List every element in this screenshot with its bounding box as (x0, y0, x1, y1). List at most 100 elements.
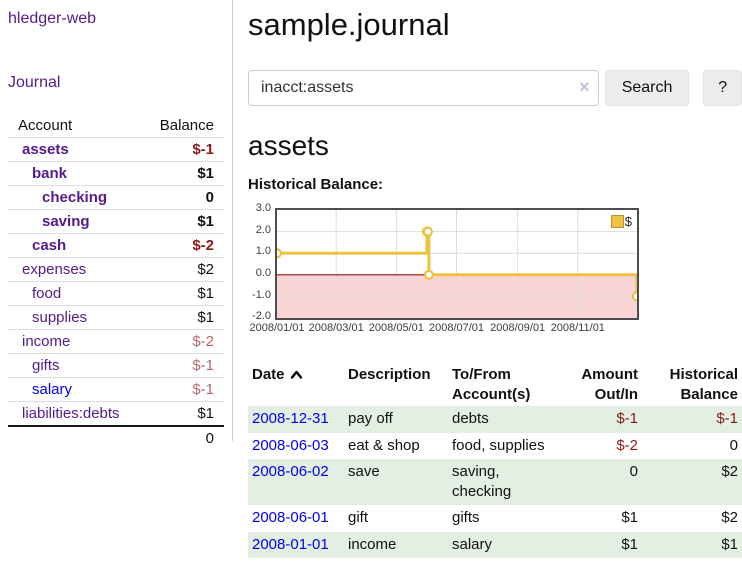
account-link-food[interactable]: food (32, 285, 62, 302)
chart-legend: $ (610, 214, 632, 230)
transaction-date-link[interactable]: 2008-01-01 (252, 535, 329, 553)
transaction-balance: $-1 (642, 406, 742, 433)
account-row-salary: salary $-1 (8, 377, 224, 402)
account-row-cash: cash $-2 (8, 233, 224, 258)
account-row-expenses: expenses $2 (8, 257, 224, 282)
account-link-saving[interactable]: saving (42, 213, 90, 230)
transaction-accounts: saving, checking (448, 458, 564, 506)
y-axis-tick: 3.0 (255, 202, 271, 215)
register-header-amount: Amount Out/In (581, 366, 638, 403)
transaction-balance: $2 (721, 509, 738, 527)
register-row: 2008-01-01 income salary $1 $1 (248, 531, 742, 558)
y-axis-tick: -2.0 (252, 310, 271, 323)
transaction-date-link[interactable]: 2008-12-31 (252, 410, 329, 428)
account-row-assets: assets $-1 (8, 137, 224, 162)
account-link-cash[interactable]: cash (32, 237, 67, 254)
transaction-description: save (344, 458, 448, 506)
help-button[interactable]: ? (703, 70, 742, 107)
register-header-date[interactable]: Date (248, 363, 344, 406)
account-row-supplies: supplies $1 (8, 305, 224, 330)
transaction-amount: 0 (564, 458, 642, 506)
transaction-accounts: gifts (452, 509, 480, 527)
legend-label: $ (624, 214, 632, 230)
account-balance: $-2 (137, 233, 224, 258)
transaction-accounts: salary (448, 531, 564, 558)
account-balance: $2 (137, 257, 224, 282)
account-link-salary[interactable]: salary (32, 381, 73, 398)
account-link-expenses[interactable]: expenses (22, 261, 87, 278)
transaction-description: income (344, 531, 448, 558)
chart-canvas (277, 210, 637, 319)
x-axis-tick: 2008/11/01 (550, 322, 605, 335)
transaction-description: pay off (344, 406, 448, 433)
accounts-header-row: Account Balance (8, 114, 224, 138)
transaction-date-link[interactable]: 2008-06-03 (252, 436, 329, 454)
register-row: 2008-12-31 pay off debts $-1 $-1 (248, 406, 742, 433)
search-button[interactable]: Search (604, 70, 690, 107)
transaction-description: gift (348, 509, 369, 527)
account-balance: $-1 (137, 137, 224, 162)
register-header-accounts: To/From Account(s) (452, 366, 531, 403)
account-link-supplies[interactable]: supplies (32, 309, 88, 326)
historical-balance-chart: 3.0 2.0 1.0 0.0 -1.0 -2.0 $ 2008/01/01 2… (248, 202, 742, 337)
transaction-amount: $-1 (564, 406, 642, 433)
x-axis-tick: 2008/09/01 (490, 322, 546, 335)
register-header-row: Date Description To/From Account(s) Amou… (248, 363, 742, 406)
account-link-checking[interactable]: checking (42, 189, 108, 206)
account-link-bank[interactable]: bank (32, 165, 68, 182)
account-row-checking: checking 0 (8, 185, 224, 210)
legend-color-swatch (610, 215, 624, 229)
y-axis-tick: -1.0 (252, 288, 271, 301)
account-balance: 0 (137, 185, 224, 210)
transaction-amount: $1 (621, 509, 638, 527)
y-axis-tick: 0.0 (255, 267, 271, 280)
register-row: 2008-06-01 gift gifts $1 $2 (248, 505, 742, 531)
account-balance: $-1 (137, 377, 224, 402)
transaction-amount: $-2 (616, 436, 638, 454)
sidebar-item-journal[interactable]: Journal (8, 74, 61, 91)
accounts-header-account: Account (18, 117, 73, 134)
register-row: 2008-06-03 eat & shop food, supplies $-2… (248, 433, 742, 459)
transaction-date-link[interactable]: 2008-06-02 (252, 462, 329, 480)
register-table: Date Description To/From Account(s) Amou… (248, 363, 742, 558)
accounts-total: 0 (137, 425, 224, 450)
account-balance: $-2 (137, 329, 224, 354)
transaction-accounts: debts (448, 406, 564, 433)
transaction-balance: $1 (642, 531, 742, 558)
account-link-assets[interactable]: assets (22, 141, 69, 158)
register-row: 2008-06-02 save saving, checking 0 $2 (248, 458, 742, 506)
y-axis-tick: 2.0 (255, 223, 271, 236)
y-axis-tick: 1.0 (255, 245, 271, 258)
page-title: sample.journal (248, 7, 450, 42)
sidebar: hledger-web Journal Account Balance asse… (0, 0, 233, 450)
account-link-gifts[interactable]: gifts (32, 357, 60, 374)
x-axis-tick: 2008/07/01 (428, 322, 485, 335)
search-form: × Search ? (248, 70, 742, 107)
transaction-balance: 0 (729, 436, 738, 454)
account-balance: $1 (137, 401, 224, 426)
register-header-description: Description (348, 366, 431, 384)
account-row-food: food $1 (8, 281, 224, 306)
chart-title: Historical Balance: (248, 176, 384, 194)
x-axis-tick: 2008/01/01 (249, 322, 305, 335)
account-row-saving: saving $1 (8, 209, 224, 234)
account-row-bank: bank $1 (8, 161, 224, 186)
accounts-total-row: 0 (8, 425, 224, 450)
x-axis-tick: 2008/05/01 (368, 322, 424, 335)
transaction-date-link[interactable]: 2008-06-01 (252, 509, 329, 527)
account-row-income: income $-2 (8, 329, 224, 354)
account-balance: $1 (137, 281, 224, 306)
search-input[interactable] (248, 70, 599, 107)
account-link-liabilities-debts[interactable]: liabilities:debts (22, 405, 120, 422)
transaction-accounts: food, supplies (452, 436, 545, 454)
accounts-table: Account Balance assets $-1 bank $1 check… (8, 114, 224, 450)
transaction-amount: $1 (564, 531, 642, 558)
accounts-header-balance: Balance (159, 117, 214, 134)
clear-search-icon[interactable]: × (579, 77, 590, 98)
account-heading: assets (248, 130, 329, 162)
account-link-income[interactable]: income (22, 333, 71, 350)
account-balance: $1 (137, 305, 224, 330)
account-row-gifts: gifts $-1 (8, 353, 224, 378)
main-content: sample.journal × Search ? assets Histori… (248, 0, 742, 558)
app-title-link[interactable]: hledger-web (8, 10, 97, 27)
